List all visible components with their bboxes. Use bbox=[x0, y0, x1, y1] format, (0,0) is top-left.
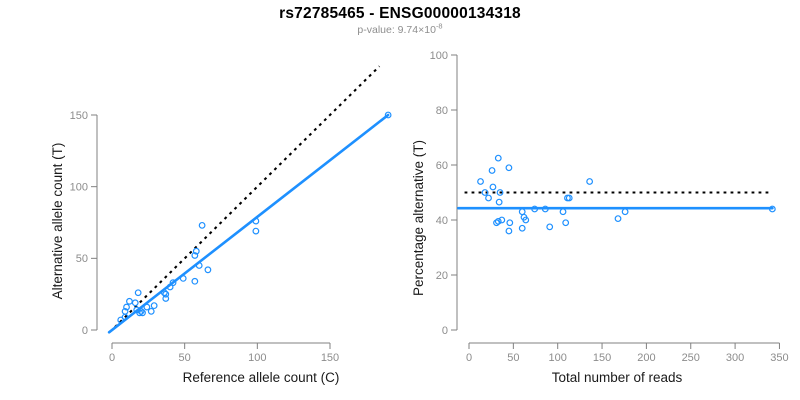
x-tick-label: 100 bbox=[549, 352, 567, 364]
y-tick-label: 20 bbox=[436, 270, 448, 282]
data-point bbox=[126, 297, 133, 305]
data-point bbox=[136, 309, 144, 317]
data-point bbox=[477, 178, 484, 185]
x-tick-label: 0 bbox=[466, 352, 472, 364]
data-point bbox=[614, 215, 622, 223]
data-point bbox=[481, 189, 489, 196]
y-axis-title: Percentage alternative (T) bbox=[411, 140, 426, 296]
x-tick-label: 150 bbox=[593, 352, 611, 364]
x-tick-label: 100 bbox=[248, 352, 266, 364]
data-point bbox=[169, 279, 177, 287]
data-point bbox=[496, 189, 504, 196]
x-axis-title: Total number of reads bbox=[552, 370, 683, 385]
data-point bbox=[489, 183, 497, 191]
data-point bbox=[494, 217, 502, 225]
data-point bbox=[139, 309, 146, 317]
x-tick-label: 150 bbox=[321, 352, 339, 364]
x-tick-label: 50 bbox=[179, 352, 191, 364]
x-tick-label: 300 bbox=[726, 352, 744, 364]
data-point bbox=[541, 205, 549, 213]
y-tick-label: 150 bbox=[70, 110, 88, 122]
x-tick-label: 250 bbox=[682, 352, 700, 364]
data-point bbox=[562, 219, 570, 227]
data-point bbox=[518, 208, 526, 216]
y-tick-label: 0 bbox=[442, 325, 448, 337]
data-point bbox=[565, 194, 573, 202]
times-symbol: × bbox=[418, 24, 425, 36]
data-point bbox=[506, 219, 514, 227]
data-point bbox=[768, 205, 776, 213]
figure-title: rs72785465 - ENSG00000134318 bbox=[279, 5, 521, 22]
y-tick-label: 80 bbox=[436, 105, 448, 117]
y-axis-title: Alternative allele count (T) bbox=[50, 143, 65, 300]
data-point bbox=[143, 303, 151, 311]
pvalue-subtitle: p-value: 9.74×10-8 bbox=[0, 21, 800, 36]
y-tick-label: 0 bbox=[82, 325, 88, 337]
data-point bbox=[505, 164, 513, 172]
data-point bbox=[192, 247, 200, 255]
data-point bbox=[191, 252, 199, 259]
data-point bbox=[123, 303, 130, 311]
data-point bbox=[150, 302, 158, 310]
data-point bbox=[495, 198, 503, 206]
identity-line bbox=[114, 65, 381, 328]
data-point bbox=[204, 266, 212, 274]
data-point bbox=[147, 307, 155, 315]
data-point bbox=[252, 217, 260, 225]
x-tick-label: 200 bbox=[637, 352, 655, 364]
data-point bbox=[252, 227, 260, 235]
data-point bbox=[162, 295, 170, 302]
data-point bbox=[559, 208, 567, 216]
data-point bbox=[493, 219, 500, 227]
data-point bbox=[546, 223, 554, 231]
y-tick-label: 60 bbox=[436, 160, 448, 172]
data-point bbox=[498, 216, 506, 224]
data-point bbox=[384, 111, 392, 119]
pvalue-label: p-value: bbox=[357, 24, 398, 36]
x-tick-label: 350 bbox=[770, 352, 788, 364]
data-point bbox=[485, 194, 492, 202]
data-point bbox=[488, 167, 496, 174]
data-point bbox=[522, 216, 530, 224]
x-tick-label: 50 bbox=[507, 352, 519, 364]
data-point bbox=[137, 307, 145, 315]
data-point bbox=[505, 227, 513, 235]
y-tick-label: 50 bbox=[76, 253, 88, 265]
data-point bbox=[191, 277, 199, 285]
x-tick-label: 0 bbox=[109, 352, 115, 364]
data-point bbox=[621, 208, 629, 216]
x-axis-title: Reference allele count (C) bbox=[183, 370, 340, 385]
pvalue-exponent: -8 bbox=[435, 21, 443, 31]
percentage-alternative-scatter: 0 50 100 150 200 250 300 350 0 20 40 60 80 100 Total n… bbox=[411, 50, 789, 385]
pvalue-base: 10 bbox=[424, 24, 436, 36]
data-point bbox=[121, 307, 129, 315]
y-tick-label: 100 bbox=[70, 181, 88, 193]
data-point bbox=[494, 154, 502, 162]
regression-line bbox=[107, 113, 390, 334]
data-point bbox=[134, 289, 142, 297]
data-point bbox=[162, 290, 170, 298]
data-point bbox=[198, 221, 206, 229]
data-point bbox=[195, 262, 203, 269]
data-point bbox=[179, 275, 187, 282]
data-point bbox=[131, 299, 139, 307]
data-point bbox=[586, 178, 594, 185]
y-tick-label: 100 bbox=[430, 50, 448, 62]
y-tick-label: 40 bbox=[436, 215, 448, 227]
allele-count-scatter: 0 50 100 150 0 50 100 150 Reference allele count… bbox=[50, 65, 392, 385]
data-point bbox=[518, 224, 526, 232]
data-point bbox=[531, 205, 539, 213]
pvalue-mantissa: 9.74 bbox=[397, 24, 419, 36]
